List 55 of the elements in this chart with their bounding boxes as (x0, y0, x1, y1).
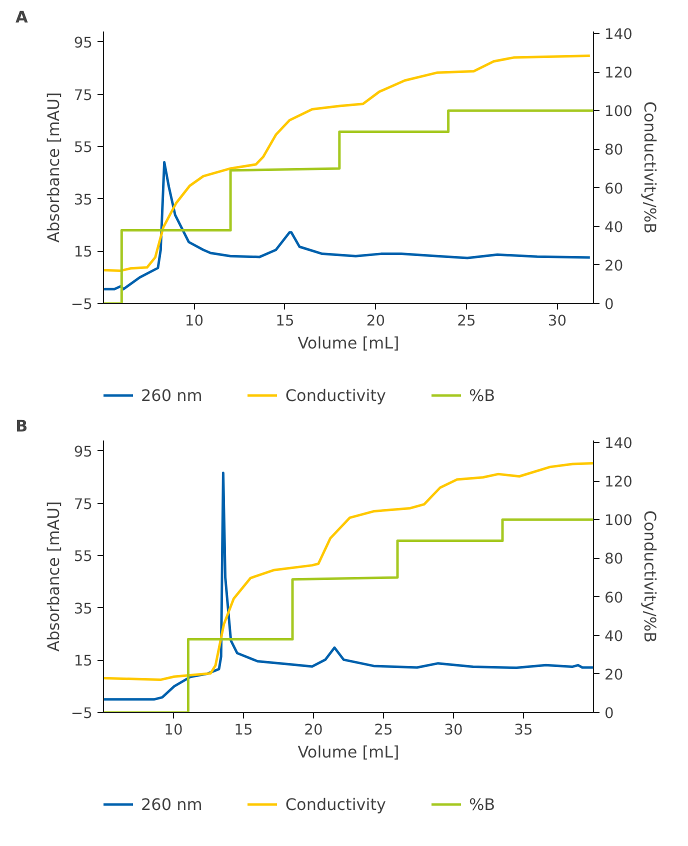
y2-tick-label: 0 (604, 296, 614, 313)
y-tick-label: −5 (70, 705, 93, 722)
y2-tick-label: 20 (604, 666, 624, 684)
x-tick-label: 25 (457, 312, 476, 330)
x-tick-label: 30 (444, 722, 463, 738)
x-tick-label: 10 (164, 722, 183, 738)
legend-label: Conductivity (285, 794, 386, 814)
y2-axis-title: Conductivity/%B (640, 101, 660, 234)
x-tick-label: 35 (514, 722, 533, 738)
y2-tick-label: 100 (604, 103, 632, 120)
x-tick-label: 25 (374, 722, 393, 738)
y-tick-label: 75 (74, 86, 93, 104)
x-tick-label: 10 (184, 312, 204, 330)
legend-label: %B (468, 794, 496, 814)
x-tick-label: 15 (276, 312, 294, 330)
line-series (104, 161, 592, 290)
x-axis-title: Volume [mL] (298, 742, 400, 762)
x-axis-title: Volume [mL] (298, 334, 400, 352)
y-tick-label: 95 (74, 34, 93, 52)
y-axis-title: Absorbance [mAU] (44, 501, 63, 652)
legend-label: 260 nm (141, 386, 202, 404)
y-tick-label: 75 (74, 496, 93, 513)
x-tick-label: 30 (548, 312, 567, 330)
y2-tick-label: 0 (604, 705, 614, 722)
y-tick-label: 55 (74, 139, 93, 156)
chart-title: B (16, 416, 28, 436)
y2-tick-label: 140 (604, 26, 632, 43)
y2-tick-label: 80 (604, 550, 624, 568)
legend-label: Conductivity (285, 386, 386, 404)
x-tick-label: 20 (366, 312, 386, 330)
y-tick-label: 15 (74, 244, 93, 261)
y2-tick-label: 60 (604, 180, 624, 198)
y2-tick-label: 60 (604, 589, 624, 606)
y-tick-label: 95 (74, 443, 93, 460)
y2-tick-label: 80 (604, 142, 624, 159)
line-series (104, 54, 592, 272)
chart-title: A (16, 8, 28, 26)
y-tick-label: 35 (74, 600, 93, 618)
y2-tick-label: 120 (604, 64, 632, 82)
y-tick-label: 15 (74, 652, 93, 670)
y-tick-label: 55 (74, 548, 93, 566)
y2-tick-label: 120 (604, 474, 632, 491)
legend-label: %B (468, 386, 496, 404)
x-tick-label: 20 (304, 722, 323, 738)
legend-label: 260 nm (141, 794, 202, 814)
y-axis-title: Absorbance [mAU] (44, 92, 63, 243)
y2-axis-title: Conductivity/%B (640, 510, 660, 643)
x-tick-label: 15 (234, 722, 253, 738)
y2-tick-label: 20 (604, 257, 624, 274)
y2-tick-label: 40 (604, 628, 624, 645)
y2-tick-label: 40 (604, 218, 624, 236)
y2-tick-label: 100 (604, 512, 632, 530)
y2-tick-label: 140 (604, 434, 632, 452)
y-tick-label: −5 (70, 296, 93, 313)
y-tick-label: 35 (74, 191, 93, 208)
